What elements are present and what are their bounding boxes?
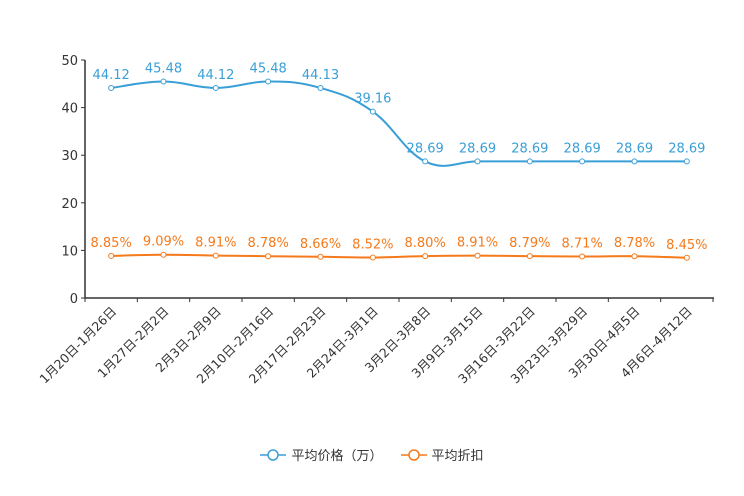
data-point: [422, 253, 429, 260]
data-label: 8.52%: [352, 237, 393, 252]
legend-marker-icon: [260, 448, 287, 461]
y-tick-label: 50: [61, 54, 78, 69]
data-point: [526, 253, 533, 260]
data-label: 9.09%: [143, 235, 184, 250]
y-tick-label: 0: [70, 292, 78, 307]
data-point: [631, 253, 638, 260]
legend-item[interactable]: 平均折扣: [400, 445, 484, 464]
data-label: 8.80%: [405, 236, 446, 251]
data-label: 8.79%: [509, 236, 550, 251]
series-line: [111, 80, 687, 167]
data-label: 8.66%: [300, 237, 341, 252]
data-point: [683, 254, 690, 261]
legend-marker-icon: [400, 448, 427, 461]
data-label: 44.13: [302, 68, 339, 83]
data-label: 45.48: [145, 62, 182, 77]
data-label: 8.85%: [91, 236, 132, 251]
y-tick-label: 40: [61, 102, 78, 117]
data-label: 8.45%: [666, 238, 707, 253]
data-point: [317, 84, 324, 91]
data-point: [265, 78, 272, 85]
data-point: [683, 158, 690, 165]
data-label: 39.16: [354, 92, 391, 107]
data-label: 44.12: [93, 68, 130, 83]
data-label: 44.12: [197, 68, 234, 83]
data-point: [631, 158, 638, 165]
y-tick-label: 20: [61, 197, 78, 212]
data-point: [474, 252, 481, 259]
legend-item[interactable]: 平均价格（万）: [260, 445, 383, 464]
data-label: 28.69: [459, 141, 496, 156]
data-label: 8.78%: [614, 236, 655, 251]
data-point: [317, 253, 324, 260]
data-point: [108, 252, 115, 259]
data-point: [212, 84, 219, 91]
legend-label: 平均价格（万）: [291, 449, 383, 464]
data-point: [160, 78, 167, 85]
data-label: 8.78%: [248, 236, 289, 251]
legend-label: 平均折扣: [431, 449, 484, 464]
data-point: [579, 158, 586, 165]
data-label: 8.91%: [457, 236, 498, 251]
data-label: 8.71%: [562, 237, 603, 252]
data-label: 28.69: [668, 141, 705, 156]
data-point: [579, 253, 586, 260]
data-label: 28.69: [564, 141, 601, 156]
data-point: [160, 251, 167, 258]
data-point: [108, 84, 115, 91]
data-label: 45.48: [250, 62, 287, 77]
y-tick-label: 10: [61, 244, 78, 259]
data-label: 28.69: [616, 141, 653, 156]
legend: 平均价格（万） 平均折扣: [0, 445, 744, 464]
series-line: [111, 253, 687, 259]
y-tick-label: 30: [61, 149, 78, 164]
data-point: [526, 158, 533, 165]
data-point: [422, 158, 429, 165]
data-point: [474, 158, 481, 165]
data-point: [265, 253, 272, 260]
data-point: [212, 252, 219, 259]
data-label: 28.69: [407, 141, 444, 156]
data-label: 8.91%: [195, 236, 236, 251]
data-point: [369, 254, 376, 261]
data-point: [369, 108, 376, 115]
data-label: 28.69: [511, 141, 548, 156]
